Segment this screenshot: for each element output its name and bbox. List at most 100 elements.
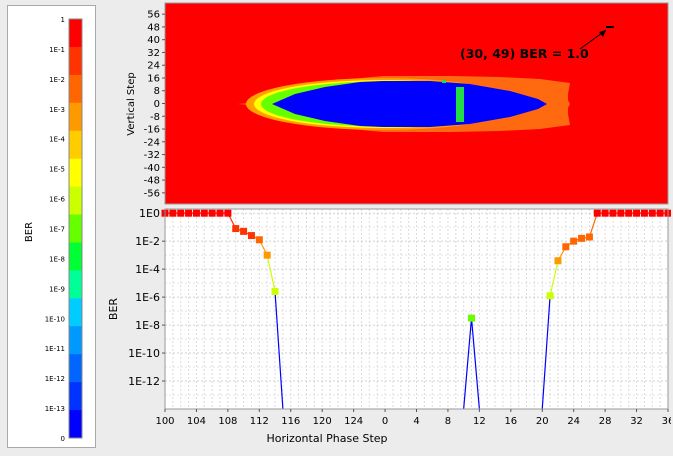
ber-point <box>208 209 216 217</box>
eye-ytick-label: -16 <box>144 125 160 136</box>
eye-ytick-label: -8 <box>150 112 160 123</box>
ber-xlabel: Horizontal Phase Step <box>266 432 387 445</box>
ber-xtick-label: 120 <box>313 416 332 427</box>
ber-point <box>263 251 271 259</box>
colorbar-swatch <box>69 326 82 355</box>
eye-artifact <box>442 80 446 83</box>
colorbar-swatch <box>69 74 82 104</box>
ber-segment <box>549 260 559 296</box>
colorbar-label: 1E-11 <box>45 345 65 353</box>
colorbar-label: 1 <box>61 16 65 24</box>
ber-point <box>648 209 656 217</box>
eye-ytick-label: -40 <box>144 163 160 174</box>
colorbar-swatch <box>69 298 82 327</box>
ber-bathtub-panel: 1E0 1E-2 1E-4 1E-6 1E-8 1E-10 1E-12 100 104 108 11… <box>100 207 673 452</box>
ber-ytick-label: 1E-10 <box>128 347 160 360</box>
colorbar-svg: 1 1E-1 1E-2 1E-3 1E-4 1E-5 1E-6 1E-7 1E-8 1E-9 1E-… <box>24 16 83 443</box>
ber-point <box>240 227 248 235</box>
eye-ytick-label: 48 <box>147 22 160 33</box>
ber-point <box>585 233 593 241</box>
eye-annotation: (30, 49) BER = 1.0 <box>460 46 589 61</box>
colorbar-label: 0 <box>61 435 65 443</box>
annotation-marker <box>606 26 614 28</box>
colorbar-swatch <box>69 102 82 132</box>
ber-xtick-label: 36 <box>662 416 671 427</box>
ber-point <box>593 209 601 217</box>
ber-point <box>546 292 554 300</box>
ber-xtick-label: 0 <box>382 416 388 427</box>
ber-xtick-label: 104 <box>187 416 206 427</box>
colorbar-label: 1E-12 <box>45 375 65 383</box>
eye-center-column <box>456 87 464 122</box>
ber-ylabel: BER <box>107 298 120 320</box>
ber-point <box>617 209 625 217</box>
ber-point <box>247 232 255 240</box>
ber-xtick-label: 12 <box>473 416 486 427</box>
colorbar-swatch <box>69 130 82 160</box>
colorbar-label: 1E-2 <box>49 76 65 84</box>
annotation-arrowhead <box>599 30 606 37</box>
ber-xtick-label: 16 <box>504 416 517 427</box>
ber-xtick-label: 8 <box>445 416 451 427</box>
colorbar-title: BER <box>24 222 35 242</box>
ber-segment <box>274 291 284 410</box>
ber-segment <box>470 318 480 410</box>
colorbar-swatch <box>69 214 82 243</box>
eye-ytick-label: 16 <box>147 73 160 84</box>
ber-point <box>640 209 648 217</box>
ber-ytick-label: 1E-12 <box>128 375 160 388</box>
ber-point <box>633 209 641 217</box>
colorbar-label: 1E-9 <box>49 285 65 293</box>
colorbar-legend: 1 1E-1 1E-2 1E-3 1E-4 1E-5 1E-6 1E-7 1E-8 1E-9 1E-… <box>7 5 96 448</box>
eye-ytick-label: 0 <box>154 99 160 110</box>
ber-point <box>601 209 609 217</box>
ber-point <box>177 209 185 217</box>
ber-bathtub-chart: 1E0 1E-2 1E-4 1E-6 1E-8 1E-10 1E-12 100 104 108 11… <box>107 207 673 445</box>
colorbar-label: 1E-3 <box>49 106 65 114</box>
ber-xtick-label: 4 <box>413 416 419 427</box>
ber-point <box>232 225 240 233</box>
colorbar-label: 1E-10 <box>45 315 65 323</box>
ber-segment <box>541 295 551 410</box>
ber-point <box>271 288 279 296</box>
colorbar-swatch <box>69 354 82 383</box>
ber-point <box>185 209 193 217</box>
ber-segment <box>588 213 598 238</box>
colorbar-swatch <box>69 410 82 439</box>
eye-ylabel: Vertical Step <box>126 72 137 135</box>
eye-ytick-label: 8 <box>154 86 160 97</box>
ber-ytick-label: 1E0 <box>139 208 160 220</box>
ber-xtick-label: 100 <box>155 416 174 427</box>
colorbar-label: 1E-13 <box>45 405 65 413</box>
ber-point <box>570 237 578 245</box>
ber-point <box>656 209 664 217</box>
ber-point <box>578 234 586 242</box>
eye-ytick-label: 32 <box>147 48 160 59</box>
ber-segment <box>463 318 473 410</box>
colorbar-label: 1E-1 <box>49 46 65 54</box>
ber-point <box>169 209 177 217</box>
ber-ytick-label: 1E-2 <box>135 235 160 248</box>
ber-point <box>255 236 263 244</box>
ber-xtick-label: 108 <box>218 416 237 427</box>
eye-diagram-chart: 56484032241680-8-16-24-32-40-48-56Vertic… <box>126 2 669 205</box>
eye-ytick-label: -56 <box>144 188 160 199</box>
colorbar-swatch <box>69 382 82 411</box>
ber-xtick-label: 32 <box>630 416 643 427</box>
eye-ytick-label: -24 <box>144 137 160 148</box>
ber-xtick-label: 24 <box>567 416 580 427</box>
ber-xtick-label: 116 <box>281 416 300 427</box>
eye-diagram-panel: 56 48 40 32 24 16 8 0 -8 -16 -24 -32 -40 -48 -56 Vertic… <box>100 2 671 205</box>
ber-point <box>200 209 208 217</box>
colorbar-swatch <box>69 186 82 216</box>
ber-point <box>554 257 562 265</box>
ber-ytick-label: 1E-4 <box>135 263 160 276</box>
ber-point <box>562 243 570 251</box>
colorbar-swatch <box>69 242 82 271</box>
ber-point <box>468 314 476 322</box>
ber-segment <box>266 255 276 292</box>
colorbar-frame <box>68 18 83 439</box>
eye-ytick-label: 24 <box>147 61 160 72</box>
colorbar-label: 1E-8 <box>49 255 65 263</box>
eye-ytick-label: -48 <box>144 176 160 187</box>
